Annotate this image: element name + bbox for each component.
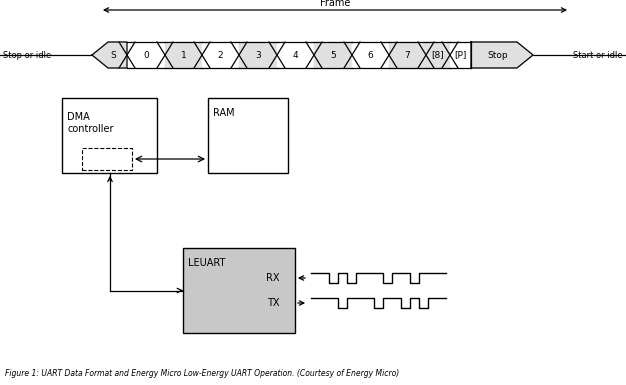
Polygon shape <box>239 42 277 68</box>
Polygon shape <box>165 42 202 68</box>
Bar <box>82 148 132 170</box>
Bar <box>62 98 157 173</box>
Text: Figure 1: UART Data Format and Energy Micro Low-Energy UART Operation. (Courtesy: Figure 1: UART Data Format and Energy Mi… <box>5 369 399 378</box>
Polygon shape <box>127 42 165 68</box>
Text: Frame: Frame <box>320 0 350 8</box>
Polygon shape <box>426 42 450 68</box>
Text: 5: 5 <box>330 50 336 60</box>
Text: S: S <box>111 50 116 60</box>
Text: 1: 1 <box>181 50 187 60</box>
Text: 7: 7 <box>404 50 411 60</box>
Polygon shape <box>92 42 127 68</box>
Text: RX: RX <box>266 273 280 283</box>
Text: 4: 4 <box>293 50 299 60</box>
Bar <box>208 98 288 173</box>
Polygon shape <box>352 42 389 68</box>
Polygon shape <box>450 42 471 68</box>
Text: TX: TX <box>267 298 279 308</box>
Bar <box>183 248 295 333</box>
Text: Stop: Stop <box>488 50 508 60</box>
Polygon shape <box>277 42 314 68</box>
Polygon shape <box>202 42 239 68</box>
Text: [8]: [8] <box>431 50 444 60</box>
Text: Stop or idle: Stop or idle <box>3 50 51 60</box>
Text: Start or idle: Start or idle <box>573 50 623 60</box>
Text: [P]: [P] <box>454 50 467 60</box>
Text: 3: 3 <box>255 50 261 60</box>
Text: LEUART: LEUART <box>188 258 225 268</box>
Polygon shape <box>389 42 426 68</box>
Text: 2: 2 <box>218 50 223 60</box>
Text: 6: 6 <box>367 50 373 60</box>
Polygon shape <box>471 42 533 68</box>
Text: DMA
controller: DMA controller <box>67 112 113 134</box>
Text: RAM: RAM <box>213 108 235 118</box>
Text: 0: 0 <box>143 50 149 60</box>
Polygon shape <box>314 42 352 68</box>
